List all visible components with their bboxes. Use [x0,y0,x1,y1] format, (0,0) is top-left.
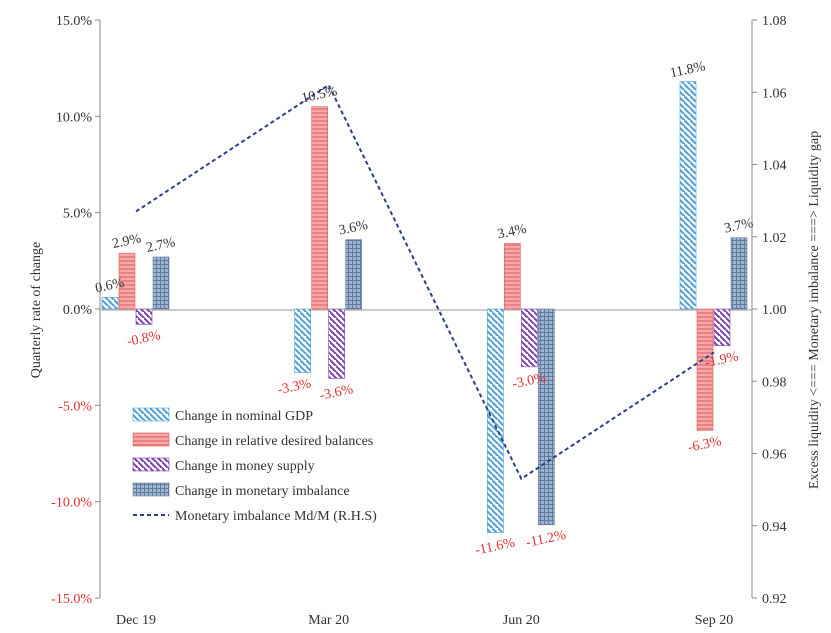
legend-label: Change in nominal GDP [175,409,313,424]
bar [504,243,521,310]
bar [311,106,328,310]
bar-value-label: -3.3% [276,376,313,398]
bar [730,237,748,310]
left-tick-label: 15.0% [56,14,93,29]
legend-swatch [132,457,170,472]
bars-group [101,81,748,533]
right-tick-label: 0.96 [762,448,787,463]
bar-value-label: 0.6% [94,276,126,297]
category-label: Sep 20 [695,613,734,628]
right-tick-label: 1.00 [762,303,787,318]
right-tick-label: 1.08 [762,14,787,29]
right-tick-label: 0.92 [762,592,787,607]
right-tick-label: 1.06 [762,86,787,101]
bar [521,308,538,368]
bar-value-label: -3.0% [511,370,548,392]
bar [696,308,714,431]
legend-label: Change in monetary imbalance [175,484,350,499]
bar-value-label: 11.8% [669,59,707,81]
legend-label: Monetary imbalance Md/M (R.H.S) [175,509,377,524]
left-tick-label: 5.0% [63,207,93,222]
category-labels-group: Dec 19 Mar 20 Jun 20 Sep 20 [116,613,733,628]
category-label: Jun 20 [503,613,540,628]
legend-label: Change in relative desired balances [175,434,373,449]
legend: Change in nominal GDP Change in relative … [132,407,377,524]
bar [538,308,555,526]
bar [294,308,311,373]
left-tick-label: 0.0% [63,303,93,318]
right-tick-label: 0.94 [762,520,787,535]
category-label: Dec 19 [116,613,156,628]
bar-value-label: 3.6% [338,218,370,239]
legend-swatch [132,482,170,497]
y2-axis-title: Excess liquidity <=== Monetary imbalance… [807,131,822,489]
left-tick-label: -10.0% [51,496,92,511]
bar [118,252,136,310]
legend-swatch [132,407,170,422]
bar [679,81,697,310]
bar [487,308,504,533]
y-axis-title: Quarterly rate of change [29,242,44,378]
right-tick-label: 1.04 [762,159,787,174]
left-axis-ticks: 15.0% 10.0% 5.0% 0.0% -5.0% -10.0% -15.0% [51,14,100,607]
bar-value-label: 10.5% [300,84,339,106]
bar-value-label: 3.4% [496,222,528,243]
left-tick-label: -5.0% [58,399,92,414]
category-label: Mar 20 [308,613,349,628]
monetary-imbalance-line [135,83,715,481]
bar [101,297,119,310]
bar [328,308,345,379]
bar-labels-group: 0.6% -11.6% 11.8% 2.9% 10.5% 3.4% -6.3% -0.8% -3… [94,59,755,558]
right-tick-label: 0.98 [762,375,787,390]
right-axis-ticks: 1.08 1.06 1.04 1.02 1.00 0.98 0.96 0.94 0.92 [752,14,787,607]
bar-value-label: -0.8% [126,328,163,350]
line-series-group [135,83,715,481]
bar [713,308,731,346]
bar [135,308,153,325]
right-tick-label: 1.02 [762,231,787,246]
bar-value-label: 2.7% [145,235,177,256]
legend-swatch [132,432,170,447]
bar [345,239,362,310]
left-tick-label: -15.0% [51,592,92,607]
bar [152,256,170,310]
bar-value-label: -11.6% [474,535,517,558]
bar-value-label: 3.7% [723,216,755,237]
bar-value-label: -1.9% [704,349,741,371]
bar-value-label: -11.2% [525,528,568,551]
bar-value-label: -3.6% [318,382,355,404]
bar-value-label: -6.3% [687,434,724,456]
legend-label: Change in money supply [175,459,315,474]
left-tick-label: 10.0% [56,110,93,125]
bar-value-label: 2.9% [111,231,143,252]
